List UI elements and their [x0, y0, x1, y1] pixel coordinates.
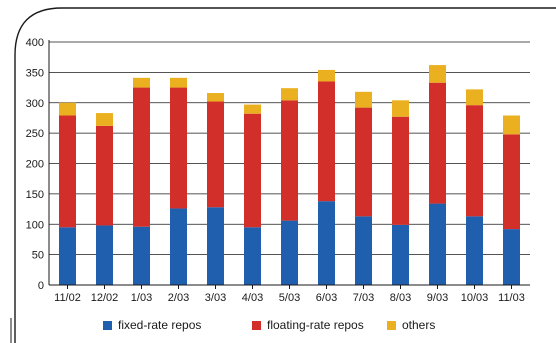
bar-segment	[318, 81, 335, 202]
bar-segment	[244, 227, 261, 285]
bar-segment	[466, 105, 483, 217]
bar-segment	[429, 82, 446, 204]
bar-segment	[392, 224, 409, 285]
x-tick-label: 2/03	[168, 292, 189, 304]
bar-segment	[281, 88, 298, 101]
legend-swatch	[387, 321, 396, 330]
bar-segment	[392, 100, 409, 117]
legend-swatch	[252, 321, 261, 330]
y-tick-label: 200	[26, 159, 44, 171]
y-tick-label: 400	[26, 37, 44, 49]
bar-segment	[96, 225, 113, 285]
bar-segment	[355, 91, 372, 108]
bar-segment	[429, 203, 446, 285]
x-tick-label: 4/03	[242, 292, 263, 304]
y-tick-labels: 0 50 100 150 200 250 300 350 400	[26, 37, 44, 292]
bar-segment	[244, 104, 261, 114]
bar-segment	[355, 216, 372, 285]
bar-segment	[207, 93, 224, 102]
y-tick-label: 350	[26, 67, 44, 79]
x-tick-label: 12/02	[91, 292, 119, 304]
bar-segment	[59, 227, 76, 285]
legend-label: others	[402, 318, 435, 332]
bar-segment	[466, 216, 483, 285]
y-tick-label: 300	[26, 98, 44, 110]
x-tick-label: 1/03	[131, 292, 152, 304]
bar-segment	[59, 115, 76, 228]
bar-segment	[133, 226, 150, 285]
y-tick-label: 0	[38, 280, 44, 292]
bar-segment	[503, 229, 520, 285]
legend: fixed-rate repos floating-rate repos other…	[103, 318, 435, 332]
bar-segment	[170, 77, 187, 88]
bar-segment	[244, 113, 261, 228]
bar-segment	[318, 201, 335, 285]
bar-segment	[281, 100, 298, 221]
bar-segment	[207, 207, 224, 285]
x-tick-label: 6/03	[316, 292, 337, 304]
bar-segment	[96, 113, 113, 126]
x-tick-label: 10/03	[461, 292, 489, 304]
bar-segment	[133, 87, 150, 227]
bar-segment	[96, 125, 113, 226]
legend-label: fixed-rate repos	[118, 318, 201, 332]
bar-segment	[429, 65, 446, 83]
bar-segment	[133, 77, 150, 88]
x-tick-label: 5/03	[279, 292, 300, 304]
bar-segment	[170, 87, 187, 209]
bar-segment	[170, 208, 187, 285]
y-tick-label: 150	[26, 189, 44, 201]
chart-frame	[14, 7, 556, 343]
bar-segment	[318, 69, 335, 82]
legend-label: floating-rate repos	[267, 318, 364, 332]
x-tick-label: 11/03	[498, 292, 525, 304]
bar-segment	[355, 107, 372, 217]
bar-segment	[503, 134, 520, 230]
axes	[48, 40, 530, 289]
y-tick-label: 100	[26, 219, 44, 231]
x-tick-label: 9/03	[427, 292, 448, 304]
bar-segment	[59, 102, 76, 116]
bar-segment	[392, 116, 409, 225]
bar-segment	[207, 101, 224, 208]
x-tick-labels: 11/02 12/02 1/03 2/03 3/03 4/03 5/03 6/03 7/03 8/…	[54, 292, 525, 304]
legend-swatch	[103, 321, 112, 330]
bar-segment	[466, 89, 483, 106]
bar-segment	[281, 220, 298, 285]
x-tick-label: 3/03	[205, 292, 226, 304]
x-tick-label: 8/03	[390, 292, 411, 304]
x-tick-label: 7/03	[353, 292, 374, 304]
bars	[59, 65, 520, 285]
bar-segment	[503, 115, 520, 135]
y-tick-label: 250	[26, 128, 44, 140]
y-tick-label: 50	[32, 250, 44, 262]
x-tick-label: 11/02	[54, 292, 81, 304]
